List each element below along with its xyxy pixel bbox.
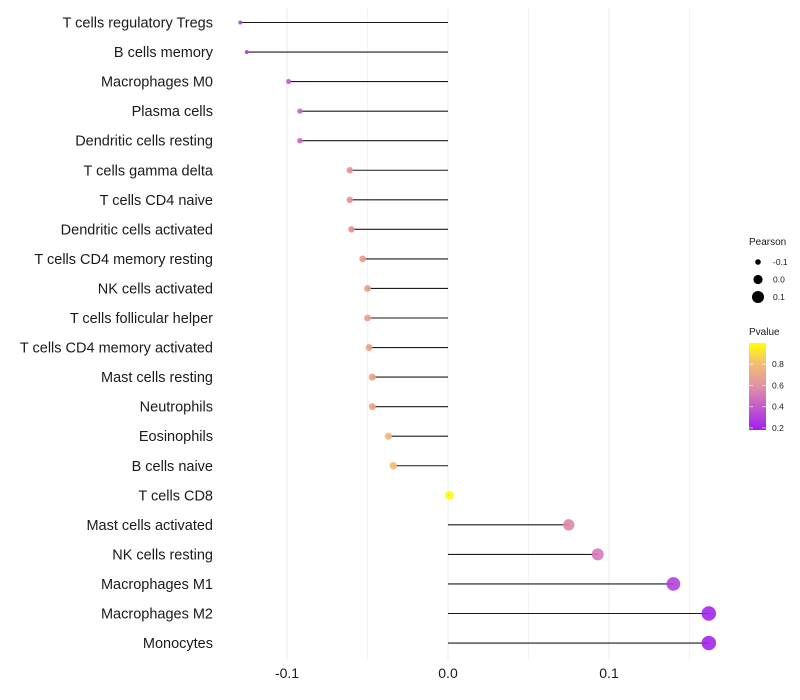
legend-colorbar <box>749 343 766 430</box>
data-point <box>368 403 376 411</box>
y-label: Mast cells activated <box>86 518 213 534</box>
data-point <box>348 226 355 233</box>
y-label: T cells follicular helper <box>70 311 213 327</box>
data-point <box>365 344 373 352</box>
y-label: Macrophages M1 <box>101 577 213 593</box>
y-label: Mast cells resting <box>101 370 213 386</box>
data-point <box>364 285 371 292</box>
y-label: T cells regulatory Tregs <box>63 16 213 32</box>
data-point <box>368 373 376 381</box>
x-axis-ticks: -0.1 0.0 0.1 <box>275 665 619 681</box>
legend-pearson: Pearson -0.1 0.0 0.1 <box>749 237 788 303</box>
grid-lines <box>286 8 690 660</box>
data-point <box>364 314 371 322</box>
data-point <box>563 519 575 531</box>
data-point <box>666 577 681 591</box>
data-point <box>359 255 367 263</box>
data-point <box>384 432 393 440</box>
x-tick-label: 0.0 <box>438 665 458 681</box>
y-label: T cells CD4 memory activated <box>20 341 213 357</box>
data-point <box>591 548 604 561</box>
y-label: T cells gamma delta <box>84 163 214 179</box>
data-point <box>238 20 243 25</box>
legend-color-label: 0.2 <box>772 423 784 433</box>
stems <box>240 21 709 644</box>
y-axis-labels: T cells regulatory Tregs B cells memory Ma… <box>20 16 214 653</box>
legend-color-label: 0.4 <box>772 402 784 412</box>
legend-size-key <box>752 291 764 303</box>
data-point <box>297 108 303 114</box>
y-label: T cells CD4 memory resting <box>34 252 213 268</box>
y-label: Monocytes <box>143 636 213 652</box>
data-point <box>701 606 717 621</box>
y-label: Dendritic cells activated <box>61 222 213 238</box>
legend-pvalue-title: Pvalue <box>749 327 780 338</box>
y-label: Macrophages M0 <box>101 75 213 91</box>
legend-size-label: -0.1 <box>773 257 788 267</box>
legend-pearson-title: Pearson <box>749 237 786 248</box>
data-point <box>701 635 717 651</box>
legend-size-label: 0.1 <box>773 292 785 302</box>
legend-pvalue: Pvalue 0.8 0.6 0.4 0.2 <box>749 327 784 433</box>
y-label: NK cells resting <box>112 547 213 563</box>
y-label: NK cells activated <box>98 281 213 297</box>
y-label: Eosinophils <box>139 429 213 445</box>
legend-size-key <box>755 259 761 265</box>
data-point <box>346 167 354 174</box>
y-label: T cells CD8 <box>138 488 213 504</box>
y-label: Neutrophils <box>140 400 213 416</box>
y-label: Dendritic cells resting <box>75 134 213 150</box>
data-point <box>244 49 249 55</box>
data-point <box>389 462 397 470</box>
legend-size-key <box>753 274 763 285</box>
y-label: Plasma cells <box>132 104 213 120</box>
legend-size-label: 0.0 <box>773 275 785 285</box>
data-point <box>297 138 303 144</box>
points <box>238 20 717 651</box>
data-point <box>445 490 454 500</box>
legend-color-label: 0.6 <box>772 380 784 390</box>
y-label: B cells naive <box>132 459 213 475</box>
x-tick-label: -0.1 <box>275 665 299 681</box>
legend-color-label: 0.8 <box>772 359 784 369</box>
y-label: Macrophages M2 <box>101 607 213 623</box>
data-point <box>286 79 292 85</box>
data-point <box>346 196 354 204</box>
y-label: B cells memory <box>114 45 214 61</box>
x-tick-label: 0.1 <box>599 665 619 681</box>
y-label: T cells CD4 naive <box>100 193 213 209</box>
